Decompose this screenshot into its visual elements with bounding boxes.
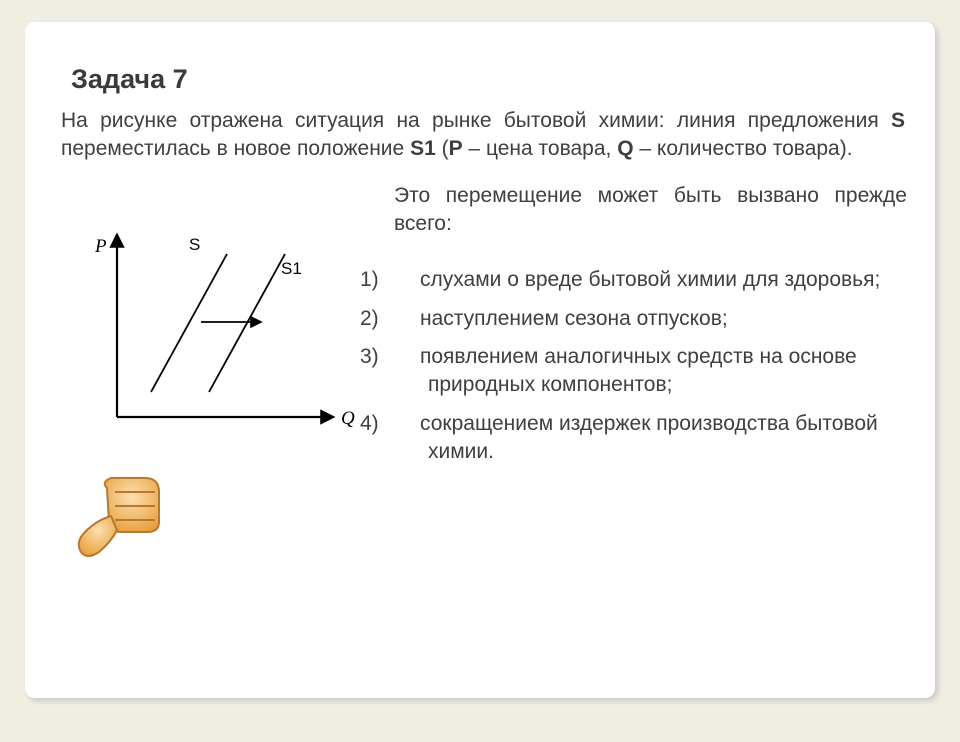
intro-q: Q xyxy=(617,137,633,160)
intro-part4: – цена товара, xyxy=(463,137,618,160)
option-2: 2)наступлением сезона отпусков; xyxy=(394,305,907,333)
intro-part3: ( xyxy=(436,137,449,160)
options-column: Это перемещение может быть вызвано прежд… xyxy=(384,182,907,477)
s-line xyxy=(151,254,227,392)
label-s1: S1 xyxy=(281,259,302,278)
option-1-num: 1) xyxy=(394,266,420,294)
slide-card: Задача 7 На рисунке отражена ситуация на… xyxy=(25,22,935,698)
intro-s1: S1 xyxy=(410,137,436,160)
label-p: P xyxy=(94,236,107,257)
intro-p: Р xyxy=(449,137,463,160)
label-s: S xyxy=(189,235,200,254)
option-2-num: 2) xyxy=(394,305,420,333)
option-2-text: наступлением сезона отпусков; xyxy=(420,307,728,330)
intro-part1: На рисунке отражена ситуация на рынке бы… xyxy=(61,109,891,132)
option-4-text: сокращением издержек производства бытово… xyxy=(420,412,878,463)
supply-graph: P Q S S1 xyxy=(59,212,359,442)
slide-content: Задача 7 На рисунке отражена ситуация на… xyxy=(25,22,935,590)
answer-list: 1)слухами о вреде бытовой химии для здор… xyxy=(394,266,907,466)
option-4: 4)сокращением издержек производства быто… xyxy=(394,410,907,467)
hand-icon xyxy=(67,470,384,570)
option-3-text: появлением аналогичных средств на основе… xyxy=(420,345,857,396)
option-1-text: слухами о вреде бытовой химии для здоров… xyxy=(420,268,880,291)
option-4-num: 4) xyxy=(394,410,420,438)
label-q: Q xyxy=(341,408,355,429)
lower-row: P Q S S1 xyxy=(59,182,907,570)
s1-line xyxy=(209,254,285,392)
prompt-text: Это перемещение может быть вызвано прежд… xyxy=(394,182,907,239)
intro-part5: – количество товара). xyxy=(634,137,853,160)
intro-text: На рисунке отражена ситуация на рынке бы… xyxy=(61,107,905,164)
option-3-num: 3) xyxy=(394,343,420,371)
slide-title: Задача 7 xyxy=(71,64,907,95)
intro-s: S xyxy=(891,109,905,132)
option-1: 1)слухами о вреде бытовой химии для здор… xyxy=(394,266,907,294)
graphic-column: P Q S S1 xyxy=(59,182,384,570)
intro-part2: переместилась в новое положение xyxy=(61,137,410,160)
option-3: 3)появлением аналогичных средств на осно… xyxy=(394,343,907,400)
